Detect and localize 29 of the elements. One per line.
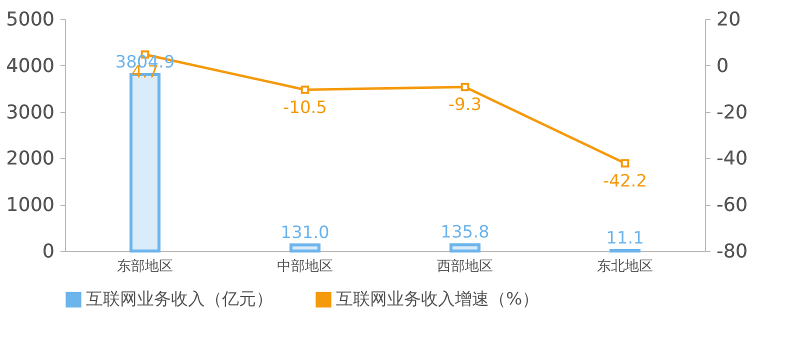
y-tick-label: 4000	[6, 54, 54, 77]
x-tick-label: 中部地区	[277, 258, 333, 274]
data-label: -10.5	[283, 98, 327, 118]
data-label: 135.8	[440, 222, 490, 243]
point	[460, 82, 470, 92]
data-label: -42.2	[603, 171, 647, 192]
y2-tick-label: 20	[716, 8, 741, 30]
x-tick-label: 西部地区	[437, 258, 493, 274]
data-label: 11.1	[606, 228, 644, 248]
y2-tick-label: -20	[716, 101, 748, 124]
y2-tick-label: -60	[716, 194, 748, 216]
x-tick-label: 东部地区	[117, 258, 173, 274]
bar	[450, 243, 480, 252]
data-label: -9.3	[448, 94, 482, 115]
y-tick-label: 0	[42, 240, 54, 262]
y-tick-label: 5000	[6, 8, 54, 30]
legend-label: 互联网业务收入（亿元）	[86, 290, 273, 310]
y-tick-label: 2000	[6, 148, 54, 170]
point	[300, 86, 310, 94]
y-tick-label: 3000	[6, 101, 54, 124]
point	[620, 159, 630, 168]
data-label: 131.0	[280, 222, 330, 243]
y-tick-label: 1000	[6, 194, 54, 216]
legend-label: 互联网业务收入增速（%）	[336, 290, 540, 310]
bar	[290, 243, 320, 252]
y2-tick-label: 0	[716, 54, 729, 77]
x-tick-label: 东北地区	[597, 258, 653, 274]
y2-tick-label: -40	[716, 148, 748, 170]
y2-tick-label: -80	[716, 240, 748, 262]
